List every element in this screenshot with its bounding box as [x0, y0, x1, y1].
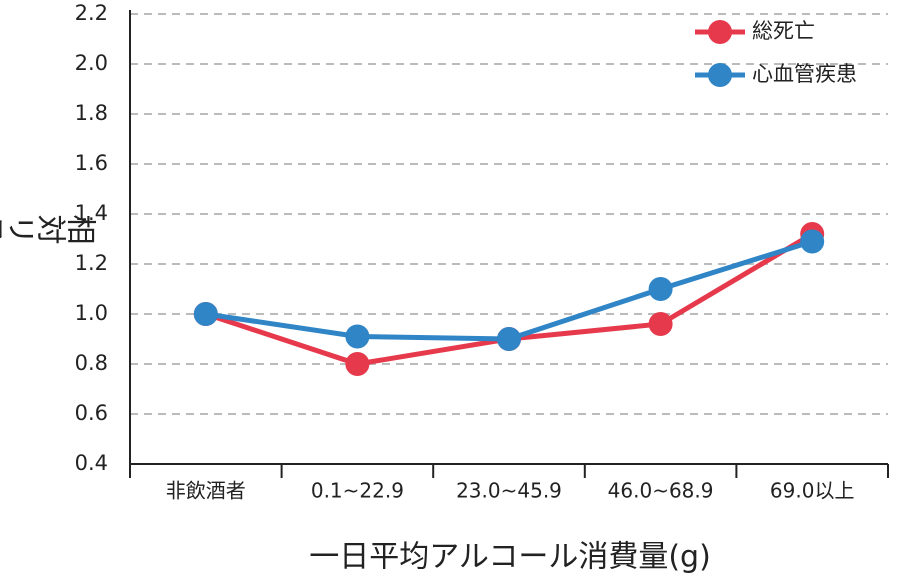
y-tick-label: 0.4 — [75, 451, 108, 475]
legend-marker — [708, 63, 732, 87]
x-axis-label: 一日平均アルコール消費量(g) — [309, 540, 711, 575]
y-tick-label: 1.0 — [75, 301, 108, 325]
y-tick-label: 1.4 — [75, 201, 108, 225]
y-tick-label: 1.6 — [75, 151, 108, 175]
point — [497, 327, 521, 351]
x-tick-label: 69.0以上 — [770, 479, 855, 503]
point — [193, 302, 218, 326]
y-axis-label: 相対リスク — [0, 209, 97, 245]
y-tick-label: 1.8 — [75, 101, 108, 125]
y-tick-label: 0.8 — [75, 351, 108, 375]
x-tick-label: 0.1~22.9 — [311, 479, 404, 503]
legend-label: 総死亡 — [752, 19, 815, 43]
x-tick-label: 非飲酒者 — [166, 479, 246, 503]
point — [648, 312, 673, 336]
x-tick-label: 23.0~45.9 — [456, 479, 562, 503]
point — [648, 277, 673, 301]
legend-marker — [708, 20, 732, 44]
y-tick-label: 1.2 — [75, 251, 108, 275]
legend-label: 心血管疾患 — [752, 62, 857, 86]
y-tick-label: 2.0 — [75, 51, 108, 75]
point — [345, 352, 370, 376]
y-tick-label: 2.2 — [75, 1, 108, 25]
point — [345, 324, 370, 349]
point — [800, 229, 825, 254]
y-tick-label: 0.6 — [75, 401, 108, 425]
x-tick-label: 46.0~68.9 — [608, 479, 714, 503]
